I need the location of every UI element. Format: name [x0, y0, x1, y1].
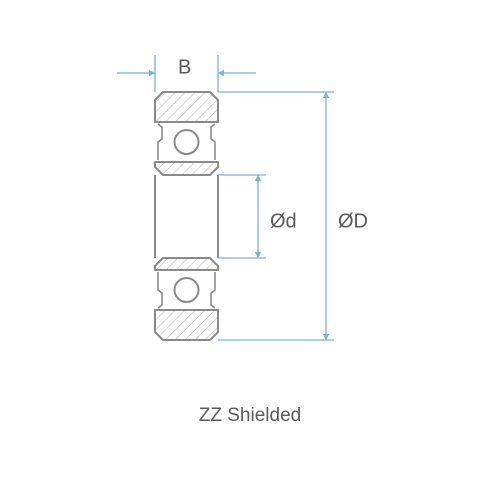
label-inner-dia: Ød	[270, 210, 297, 232]
label-width-B: B	[178, 56, 191, 78]
label-outer-dia: ØD	[338, 210, 368, 232]
caption-text: ZZ Shielded	[0, 405, 500, 427]
diagram-canvas: B Ød ØD ZZ Shielded	[0, 0, 500, 500]
